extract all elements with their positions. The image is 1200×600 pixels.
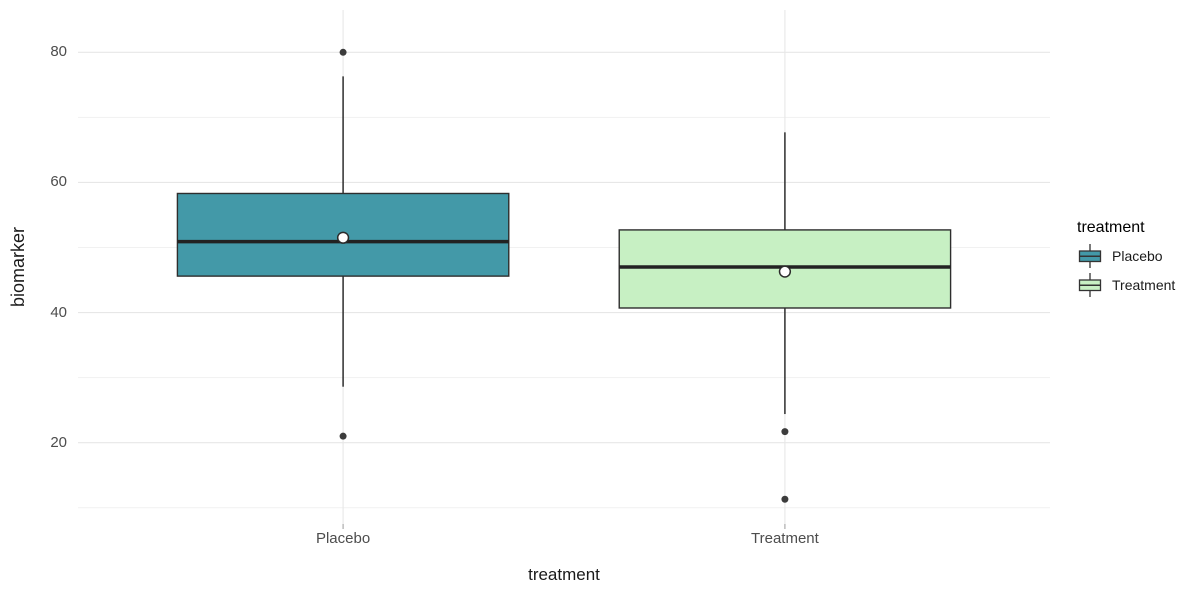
legend-label: Treatment <box>1112 277 1176 293</box>
y-tick-label: 60 <box>50 173 67 191</box>
outlier-point <box>339 432 347 440</box>
x-axis-title: treatment <box>528 565 600 584</box>
boxplot-key-icon <box>1078 273 1102 297</box>
mean-point <box>336 231 350 244</box>
outlier-point <box>781 428 789 436</box>
y-tick-label: 40 <box>50 303 67 321</box>
outlier-point <box>339 48 347 56</box>
legend-title: treatment <box>1077 219 1145 236</box>
x-tick-label: Placebo <box>315 530 371 547</box>
mean-point <box>778 265 792 278</box>
boxplot-key-icon <box>1078 244 1102 268</box>
x-tick-label: Treatment <box>751 530 819 547</box>
outlier-point <box>781 495 789 503</box>
y-axis-title: biomarker <box>8 226 28 308</box>
y-tick-label: 80 <box>50 43 67 61</box>
legend-label: Placebo <box>1112 248 1163 264</box>
y-tick-label: 20 <box>50 433 67 451</box>
legend: treatment Placebo Treatment <box>1077 219 1175 299</box>
legend-item-treatment: Treatment <box>1077 271 1175 299</box>
legend-item-placebo: Placebo <box>1077 242 1175 270</box>
